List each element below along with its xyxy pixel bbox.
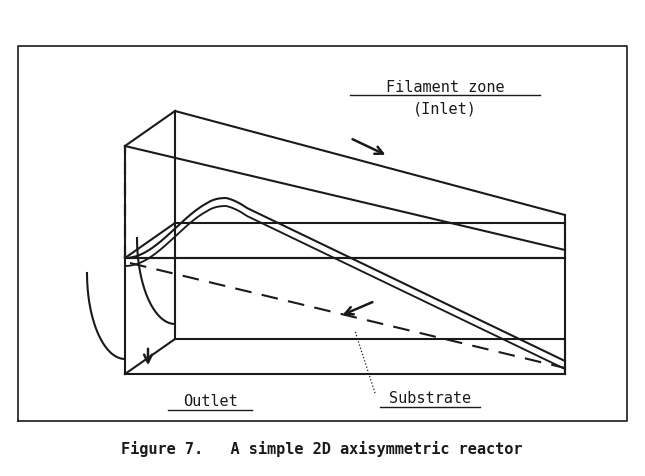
Text: (Inlet): (Inlet) <box>413 101 477 116</box>
Text: Filament zone: Filament zone <box>386 79 504 94</box>
Text: Figure 7.   A simple 2D axisymmetric reactor: Figure 7. A simple 2D axisymmetric react… <box>121 440 522 456</box>
Text: Substrate: Substrate <box>389 391 471 406</box>
Text: Outlet: Outlet <box>183 394 237 408</box>
